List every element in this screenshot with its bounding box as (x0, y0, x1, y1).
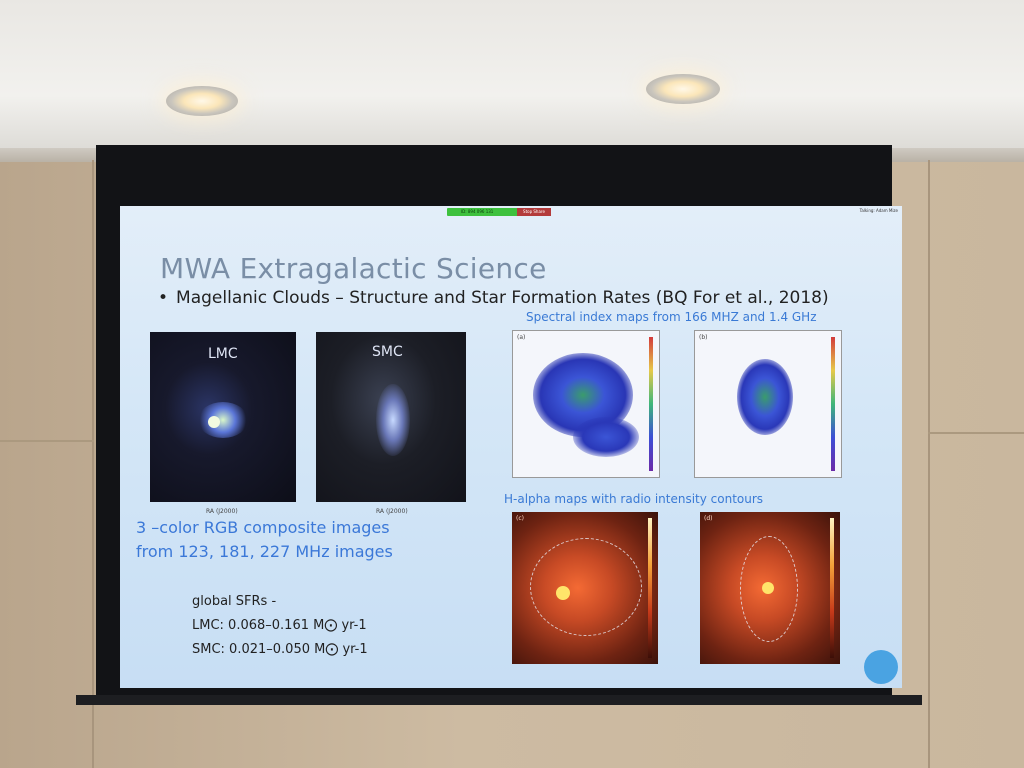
screen-bottom-bar (76, 695, 922, 705)
presentation-slide: ID: 894 096 131 Stop Share Talking: Adam… (120, 206, 902, 688)
panel-d-label: (d) (704, 515, 713, 522)
sfr-smc: SMC: 0.021–0.050 M⨀ yr-1 (192, 642, 368, 657)
sfr-lmc: LMC: 0.068–0.161 M⨀ yr-1 (192, 618, 367, 633)
panel-c-label: (c) (516, 515, 524, 522)
wall-seam-horizontal-right (928, 432, 1024, 434)
rgb-caption-line1: 3 –color RGB composite images (136, 518, 390, 537)
colorbar-b (831, 337, 835, 471)
stop-share-button[interactable]: Stop Share (517, 208, 551, 216)
wall-seam-horizontal-left (0, 440, 94, 442)
smc-rgb-map: SMC (316, 332, 466, 502)
lmc-rgb-map: LMC (150, 332, 296, 502)
halpha-d-hotspot (762, 582, 774, 594)
wall-seam-left (92, 160, 94, 768)
halpha-caption: H-alpha maps with radio intensity contou… (504, 492, 764, 506)
zoom-status-bar: ID: 894 096 131 (447, 208, 547, 216)
ceiling (0, 0, 1024, 160)
lmc-hotspot (208, 416, 220, 428)
halpha-map-d: (d) (700, 512, 840, 664)
lmc-emission (198, 402, 248, 438)
spectral-index-map-b: (b) (694, 330, 842, 478)
wall-seam-right (928, 160, 930, 768)
halpha-map-c: (c) (512, 512, 658, 664)
colorbar-c (648, 518, 652, 658)
halpha-d-contours (740, 536, 798, 642)
slide-title: MWA Extragalactic Science (160, 252, 547, 285)
zoom-meeting-id: ID: 894 096 131 (461, 209, 494, 214)
panel-b-label: (b) (699, 334, 708, 341)
rgb-caption-line2: from 123, 181, 227 MHz images (136, 542, 393, 561)
halpha-c-hotspot (556, 586, 570, 600)
spectral-index-map-a: (a) (512, 330, 660, 478)
panel-a-label: (a) (517, 334, 526, 341)
sfr-heading: global SFRs - (192, 594, 277, 609)
talking-indicator: Talking: Adam Mize (859, 208, 898, 213)
colorbar-d (830, 518, 834, 658)
bullet-dot-icon: • (158, 288, 169, 308)
smc-label: SMC (372, 344, 403, 360)
sfr-block: global SFRs - LMC: 0.068–0.161 M⨀ yr-1 S… (192, 590, 368, 662)
lmc-label: LMC (208, 346, 238, 362)
colorbar-a (649, 337, 653, 471)
ceiling-light-right (646, 74, 720, 104)
spectral-index-caption: Spectral index maps from 166 MHZ and 1.4… (526, 310, 817, 324)
lmc-spectral-lobe (573, 417, 639, 457)
slide-bullet: • Magellanic Clouds – Structure and Star … (158, 288, 829, 308)
csiro-logo (864, 650, 898, 684)
halpha-c-contours (530, 538, 642, 636)
rgb-caption: 3 –color RGB composite images from 123, … (136, 516, 393, 564)
lmc-ra-label: RA (J2000) (206, 508, 238, 515)
smc-spectral-blob (737, 359, 793, 435)
smc-ra-label: RA (J2000) (376, 508, 408, 515)
ceiling-light-left (166, 86, 238, 116)
smc-emission (376, 384, 410, 456)
bullet-text: Magellanic Clouds – Structure and Star F… (176, 288, 829, 308)
